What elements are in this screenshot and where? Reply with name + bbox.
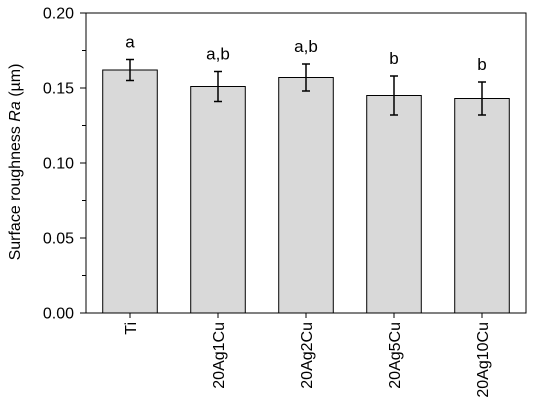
x-tick-label: 20Ag1Cu	[211, 322, 228, 389]
y-axis: 0.00 0.05 0.10 0.15 0.20	[43, 6, 86, 323]
bars	[102, 58, 510, 314]
significance-label: b	[389, 49, 398, 68]
bar-20Ag5Cu	[366, 95, 422, 314]
x-tick-label: 20Ag2Cu	[299, 322, 316, 389]
bar-20Ag2Cu	[278, 77, 334, 314]
significance-label: a,b	[206, 45, 230, 64]
significance-label: a	[125, 33, 135, 52]
y-tick-label: 0.15	[43, 81, 74, 98]
significance-label: b	[477, 55, 486, 74]
y-tick-label: 0.00	[43, 306, 74, 323]
bar-Ti	[102, 69, 158, 314]
x-tick-label: 20Ag10Cu	[475, 322, 492, 398]
y-tick-label: 0.20	[43, 6, 74, 23]
y-axis-title: Surface roughness Ra (µm)	[7, 64, 24, 261]
bar-20Ag1Cu	[190, 86, 246, 314]
x-axis: Ti 20Ag1Cu 20Ag2Cu 20Ag5Cu 20Ag10Cu	[123, 313, 492, 398]
significance-label: a,b	[294, 37, 318, 56]
x-tick-label: 20Ag5Cu	[387, 322, 404, 389]
bar-20Ag10Cu	[454, 98, 510, 314]
labels: a a,b a,b b b	[125, 33, 486, 75]
y-tick-label: 0.05	[43, 231, 74, 248]
x-tick-label: Ti	[123, 322, 140, 335]
y-tick-label: 0.10	[43, 156, 74, 173]
